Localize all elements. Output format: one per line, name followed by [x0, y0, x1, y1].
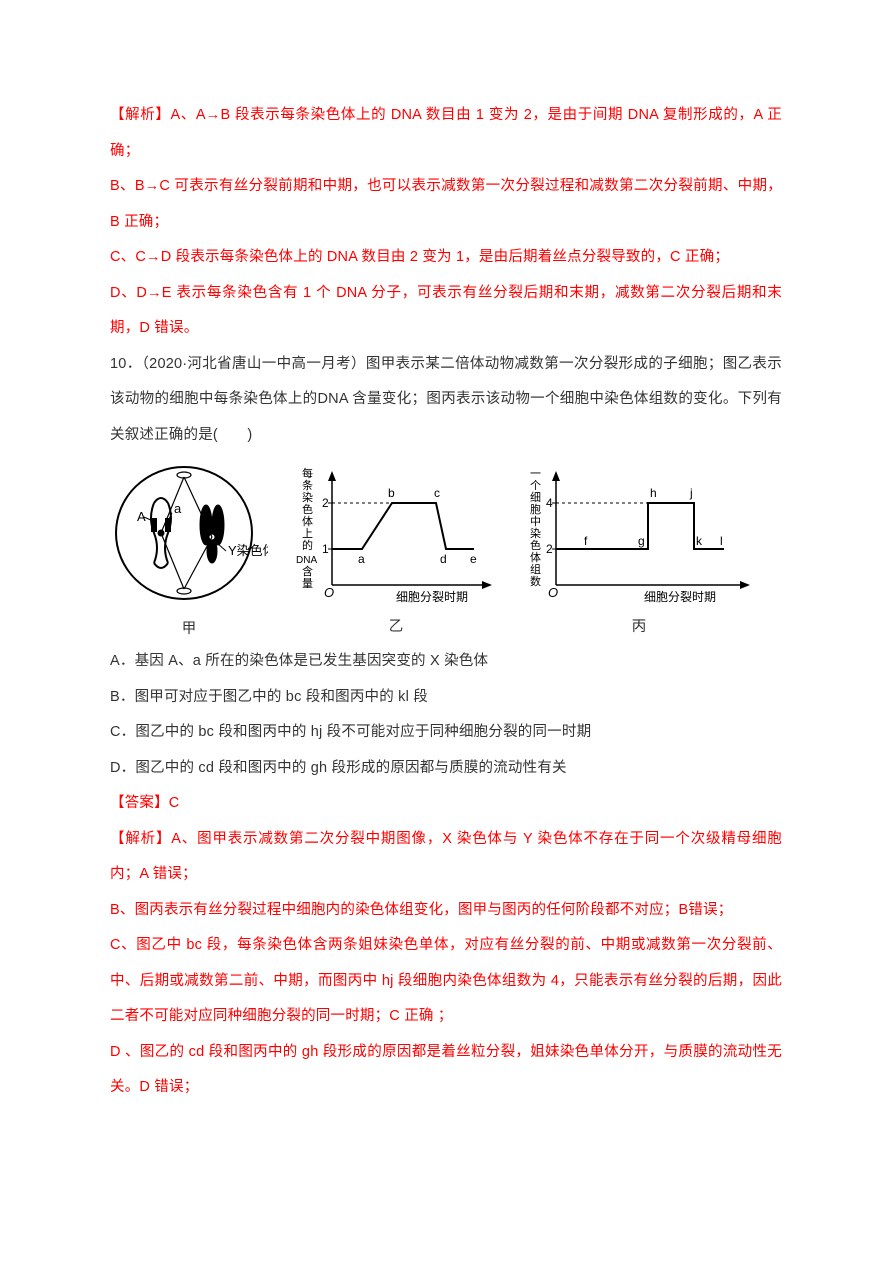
- svg-text:体: 体: [530, 550, 541, 564]
- label-A: A: [137, 509, 146, 524]
- svg-text:每: 每: [302, 466, 313, 480]
- exp9-a: A、A→B 段表示每条染色体上的 DNA 数目由 1 变为 2，是由于间期 DN…: [110, 107, 782, 159]
- figure-yi: 每条染 色体上 的 DNA 含量 1 2 a b c d: [296, 463, 496, 636]
- svg-text:d: d: [440, 552, 447, 566]
- cell-diagram-svg: A a Y染色体: [110, 463, 268, 613]
- label-Y: Y染色体: [228, 543, 268, 558]
- bing-tick-4: 4: [546, 496, 553, 510]
- fig-jia-label: 甲: [182, 617, 197, 638]
- svg-text:含: 含: [302, 564, 313, 578]
- q10-optB: B．图甲可对应于图乙中的 bc 段和图丙中的 kl 段: [110, 680, 782, 716]
- svg-text:数: 数: [530, 575, 541, 588]
- chart-bing-svg: 一个细 胞中染 色体组 数 2 4 f g h j k l: [524, 463, 754, 611]
- svg-text:胞: 胞: [530, 503, 541, 516]
- svg-text:h: h: [650, 486, 657, 500]
- fig-yi-label: 乙: [389, 615, 404, 636]
- bing-point-labels: f g h j k l: [584, 486, 723, 548]
- exp9-c: C、C→D 段表示每条染色体上的 DNA 数目由 2 变为 1，是由后期着丝点分…: [110, 240, 782, 276]
- yi-ylabel: 每条染 色体上 的 DNA 含量: [296, 466, 317, 590]
- svg-text:个: 个: [530, 479, 541, 492]
- svg-text:量: 量: [302, 577, 313, 590]
- svg-text:f: f: [584, 534, 588, 548]
- svg-text:染: 染: [302, 490, 313, 504]
- q10-optC: C．图乙中的 bc 段和图丙中的 hj 段不可能对应于同种细胞分裂的同一时期: [110, 715, 782, 751]
- q10-stem: 10．（2020·河北省唐山一中高一月考）图甲表示某二倍体动物减数第一次分裂形成…: [110, 347, 782, 454]
- bing-tick-2: 2: [546, 542, 553, 556]
- yi-xlabel: 细胞分裂时期: [396, 590, 468, 604]
- svg-text:上: 上: [302, 527, 313, 540]
- svg-text:g: g: [638, 534, 645, 548]
- label-a: a: [174, 501, 182, 516]
- figure-row: A a Y染色体 甲 每条染 色体上 的DNA 含量 1: [110, 463, 782, 638]
- chart-yi-svg: 每条染 色体上 的 DNA 含量 1 2 a b c d: [296, 463, 496, 611]
- svg-text:色: 色: [530, 538, 541, 552]
- svg-text:染: 染: [530, 526, 541, 540]
- q10-optD: D．图乙中的 cd 段和图丙中的 gh 段形成的原因都与质膜的流动性有关: [110, 751, 782, 787]
- explanation-9: 【解析】A、A→B 段表示每条染色体上的 DNA 数目由 1 变为 2，是由于间…: [110, 98, 782, 169]
- yi-origin: O: [324, 585, 334, 600]
- svg-text:DNA: DNA: [296, 555, 317, 566]
- svg-text:j: j: [689, 486, 693, 500]
- svg-text:条: 条: [302, 478, 313, 492]
- exp10-intro: 【解析】: [110, 831, 171, 847]
- exp9-intro: 【解析】: [110, 107, 170, 123]
- bing-ylabel: 一个细 胞中染 色体组 数: [530, 468, 541, 588]
- svg-text:组: 组: [530, 562, 541, 576]
- exp10-d: D 、图乙的 cd 段和图丙中的 gh 段形成的原因都是着丝粒分裂，姐妹染色单体…: [110, 1035, 782, 1106]
- yi-tick-2: 2: [322, 496, 329, 510]
- svg-text:细: 细: [530, 491, 541, 504]
- bing-xlabel: 细胞分裂时期: [644, 590, 716, 604]
- svg-text:e: e: [470, 552, 477, 566]
- figure-jia: A a Y染色体 甲: [110, 463, 268, 638]
- svg-text:中: 中: [530, 515, 541, 528]
- fig-bing-label: 丙: [632, 615, 647, 636]
- figure-bing: 一个细 胞中染 色体组 数 2 4 f g h j k l: [524, 463, 754, 636]
- q10-optA: A．基因 A、a 所在的染色体是已发生基因突变的 X 染色体: [110, 644, 782, 680]
- exp10: 【解析】A、图甲表示减数第二次分裂中期图像，X 染色体与 Y 染色体不存在于同一…: [110, 822, 782, 893]
- exp10-c: C、图乙中 bc 段，每条染色体含两条姐妹染色单体，对应有丝分裂的前、中期或减数…: [110, 928, 782, 1035]
- svg-text:a: a: [358, 552, 365, 566]
- svg-text:一: 一: [530, 468, 541, 480]
- exp10-b: B、图丙表示有丝分裂过程中细胞内的染色体组变化，图甲与图丙的任何阶段都不对应；B…: [110, 893, 782, 929]
- exp9-b: B、B→C 可表示有丝分裂前期和中期，也可以表示减数第一次分裂过程和减数第二次分…: [110, 169, 782, 240]
- exp9-d: D、D→E 表示每条染色含有 1 个 DNA 分子，可表示有丝分裂后期和末期，减…: [110, 276, 782, 347]
- svg-text:l: l: [720, 534, 723, 548]
- yi-tick-1: 1: [322, 542, 329, 556]
- svg-text:b: b: [388, 486, 395, 500]
- svg-text:c: c: [434, 486, 440, 500]
- svg-text:色: 色: [302, 502, 313, 516]
- bing-origin: O: [548, 585, 558, 600]
- answer-10: 【答案】C: [110, 786, 782, 822]
- exp10-a: A、图甲表示减数第二次分裂中期图像，X 染色体与 Y 染色体不存在于同一个次级精…: [110, 831, 782, 883]
- svg-text:体: 体: [302, 514, 313, 528]
- svg-text:k: k: [696, 534, 703, 548]
- svg-text:的: 的: [302, 538, 313, 552]
